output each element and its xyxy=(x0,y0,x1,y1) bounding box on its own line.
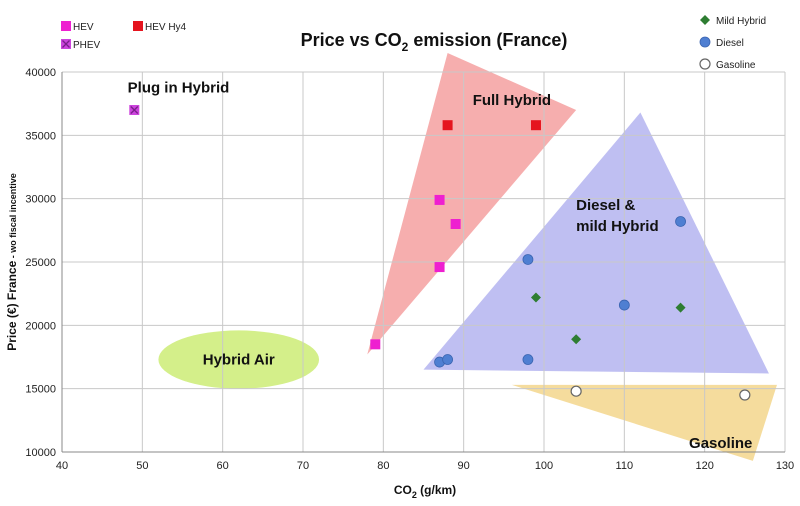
legend-label-mild-hybrid: Mild Hybrid xyxy=(716,16,766,27)
point-hev-hy4 xyxy=(442,120,453,131)
point-diesel xyxy=(675,216,686,227)
point-hev xyxy=(434,194,445,205)
legend: HEV HEV Hy4 PHEV Mild Hybrid Diesel Gasoline xyxy=(61,15,766,71)
legend-marker-mild-hybrid xyxy=(700,15,710,25)
y-tick-label: 40000 xyxy=(25,67,56,79)
point-diesel xyxy=(442,354,454,365)
x-tick-label: 50 xyxy=(136,460,148,472)
region-label-diesel-mild-hybrid: Diesel & xyxy=(576,197,635,214)
region-label-full-hybrid: Full Hybrid xyxy=(473,92,551,109)
point-mild-hybrid xyxy=(675,302,686,313)
point-phev xyxy=(129,105,140,115)
region-full-hybrid xyxy=(367,53,577,355)
legend-label-phev: PHEV xyxy=(73,40,101,51)
region-hybrid-air xyxy=(158,330,320,389)
region-label-gasoline: Gasoline xyxy=(689,435,752,452)
legend-label-gasoline: Gasoline xyxy=(716,60,756,71)
axes xyxy=(61,72,785,453)
annotation-plug-in-hybrid: Plug in Hybrid xyxy=(128,79,230,96)
x-tick-label: 60 xyxy=(217,460,229,472)
legend-marker-diesel xyxy=(699,36,711,48)
y-tick-label: 20000 xyxy=(25,320,56,332)
x-tick-label: 130 xyxy=(776,460,794,472)
legend-label-hev-hy4: HEV Hy4 xyxy=(145,22,187,33)
legend-label-hev: HEV xyxy=(73,22,94,33)
point-gasoline xyxy=(570,385,582,397)
point-diesel xyxy=(618,299,630,311)
chart-title: Price vs CO2 emission (France) xyxy=(301,30,568,54)
region-label-hybrid-air: Hybrid Air xyxy=(203,352,275,369)
y-tick-label: 30000 xyxy=(25,194,56,206)
x-tick-label: 80 xyxy=(377,460,389,472)
y-tick-label: 15000 xyxy=(25,384,56,396)
point-hev xyxy=(450,219,461,229)
y-tick-label: 25000 xyxy=(25,257,56,269)
x-tick-label: 90 xyxy=(458,460,470,472)
x-tick-label: 100 xyxy=(535,460,553,472)
region-labels: Full Hybrid Diesel & mild Hybrid Gasoline Hy… xyxy=(128,79,753,452)
region-label-diesel-mild-hybrid: mild Hybrid xyxy=(576,218,659,235)
point-gasoline xyxy=(739,389,751,401)
legend-marker-hev xyxy=(61,21,71,31)
legend-marker-hev-hy4 xyxy=(133,21,143,31)
point-hev xyxy=(434,262,445,273)
y-tick-label: 10000 xyxy=(25,447,56,459)
x-axis-label: CO2 (g/km) xyxy=(394,483,456,500)
y-tick-label: 35000 xyxy=(25,130,56,142)
point-mild-hybrid xyxy=(530,292,541,303)
point-diesel xyxy=(522,354,534,365)
regions-layer xyxy=(158,53,777,461)
point-hev xyxy=(370,339,381,350)
legend-label-diesel: Diesel xyxy=(716,38,744,49)
x-tick-label: 110 xyxy=(616,460,634,472)
region-gasoline xyxy=(511,384,777,461)
legend-marker-phev xyxy=(61,39,71,49)
x-tick-label: 120 xyxy=(695,460,713,472)
point-mild-hybrid xyxy=(571,334,582,345)
point-hev-hy4 xyxy=(530,120,541,131)
y-axis-label: Price (€) France - wo fiscal incentive xyxy=(5,173,19,351)
legend-marker-gasoline xyxy=(699,58,711,70)
tick-labels: 40 50 60 70 80 90 100 110 120 130 10000 15000 20000 2… xyxy=(25,67,794,472)
point-diesel xyxy=(522,254,534,265)
x-tick-label: 70 xyxy=(297,460,309,472)
x-tick-label: 40 xyxy=(56,460,68,472)
data-points xyxy=(129,105,751,401)
